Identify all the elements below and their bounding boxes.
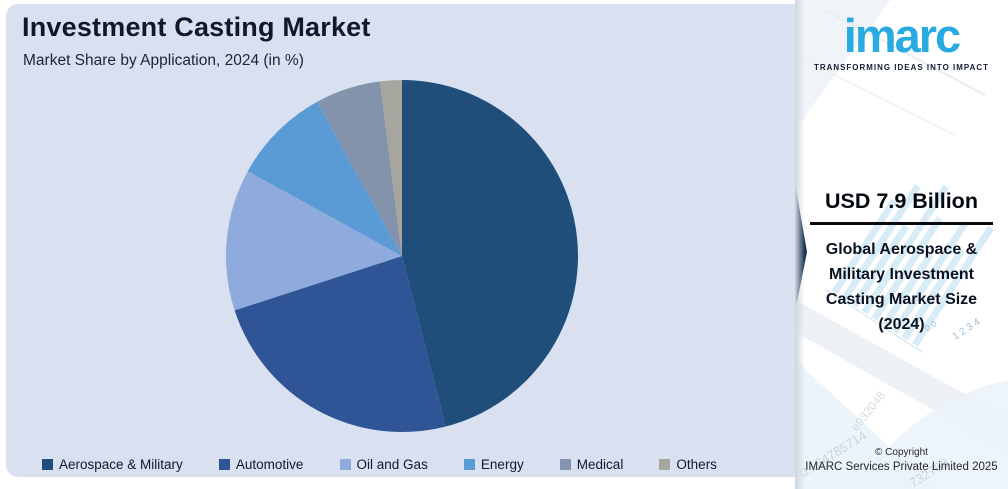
legend-swatch bbox=[218, 459, 230, 470]
legend-swatch bbox=[463, 459, 475, 470]
legend-label: Oil and Gas bbox=[356, 457, 428, 472]
legend-item-energy: Energy bbox=[463, 457, 524, 472]
legend-swatch bbox=[339, 459, 351, 470]
divider-line bbox=[810, 222, 993, 225]
decorative-bar-chart bbox=[824, 184, 994, 353]
legend-item-aerospace-military: Aerospace & Military bbox=[42, 457, 183, 472]
background-pattern: 0.0 1 2 3 4 0.134785714 732768 e932048 bbox=[795, 0, 1008, 489]
pie-slice-energy bbox=[247, 101, 402, 256]
legend-item-oil-and-gas: Oil and Gas bbox=[339, 457, 428, 472]
brand-panel: 0.0 1 2 3 4 0.134785714 732768 e932048 i… bbox=[795, 0, 1008, 489]
legend-label: Aerospace & Military bbox=[59, 457, 183, 472]
legend-swatch bbox=[559, 459, 571, 470]
page-subtitle: Market Share by Application, 2024 (in %) bbox=[23, 52, 304, 69]
legend-item-automotive: Automotive bbox=[218, 457, 304, 472]
market-size-description: Global Aerospace & Military Investment C… bbox=[825, 241, 978, 333]
legend-swatch bbox=[659, 459, 671, 470]
legend-label: Automotive bbox=[235, 457, 304, 472]
page-title: Investment Casting Market bbox=[22, 12, 371, 42]
pie-slice-others bbox=[379, 80, 402, 256]
pie-chart-svg bbox=[225, 80, 578, 433]
legend-label: Energy bbox=[480, 457, 524, 472]
market-size-callout: USD 7.9 Billion Global Aerospace & Milit… bbox=[795, 189, 1008, 337]
imarc-logo: imarc TRANSFORMING IDEAS INTO IMPACT bbox=[795, 9, 1008, 73]
pie-slice-automotive bbox=[234, 256, 446, 433]
chart-panel: Investment Casting Market Market Share b… bbox=[6, 4, 795, 477]
market-size-value: USD 7.9 Billion bbox=[825, 189, 978, 213]
pie-slice-medical bbox=[317, 81, 402, 256]
imarc-tagline: TRANSFORMING IDEAS INTO IMPACT bbox=[814, 63, 989, 72]
legend-item-medical: Medical bbox=[559, 457, 624, 472]
pie-chart bbox=[216, 70, 588, 442]
legend-label: Medical bbox=[576, 457, 624, 472]
imarc-logo-text: imarc bbox=[843, 9, 961, 62]
pie-slice-oil-and-gas bbox=[225, 171, 402, 311]
legend-label: Others bbox=[676, 457, 717, 472]
legend-item-others: Others bbox=[659, 457, 717, 472]
copyright-symbol-line: © Copyright bbox=[875, 447, 928, 458]
copyright-company-line: IMARC Services Private Limited 2025 bbox=[805, 461, 998, 473]
pie-slice-aerospace-military bbox=[402, 80, 578, 427]
copyright: © Copyright IMARC Services Private Limit… bbox=[795, 447, 1008, 473]
watermark-number-3: e932048 bbox=[848, 388, 888, 434]
chart-legend: Aerospace & Military Automotive Oil and Ga… bbox=[6, 457, 795, 472]
panel-left-shadow bbox=[795, 0, 805, 489]
legend-swatch bbox=[42, 459, 53, 470]
